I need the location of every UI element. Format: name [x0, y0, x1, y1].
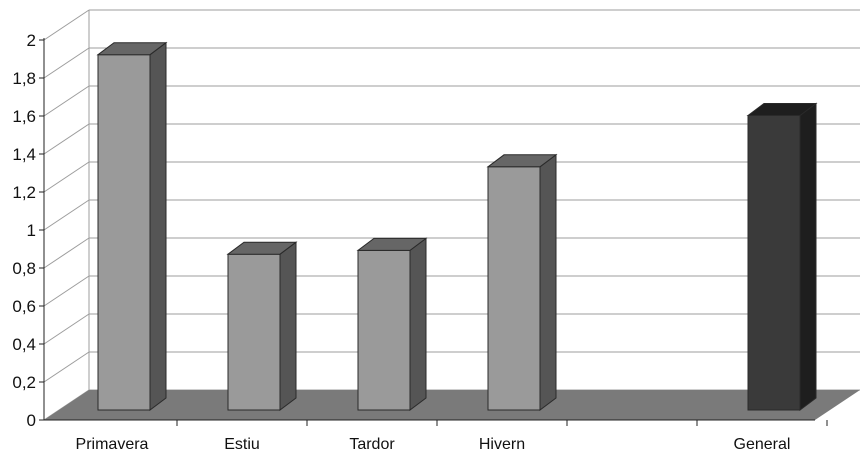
bar-front — [97, 54, 151, 411]
bar — [746, 102, 818, 411]
y-tick-label: 1 — [27, 221, 36, 240]
grid-line-depth — [43, 85, 90, 117]
y-tick-label: 0,4 — [12, 335, 36, 354]
y-axis-ticks: 0 0,2 0,4 0,6 0,8 1 1,2 1,4 1,6 1,8 2 — [12, 31, 44, 430]
grid-line-depth — [43, 161, 90, 193]
bar-front — [357, 249, 411, 411]
bars — [96, 41, 818, 411]
bar-top — [226, 241, 298, 255]
bar-front — [747, 115, 801, 411]
y-tick-label: 1,2 — [12, 183, 36, 202]
y-tick-label: 0,2 — [12, 373, 36, 392]
category-labels: Primavera Estiu Tardor Hivern General — [76, 420, 828, 453]
x-category-label: Tardor — [349, 436, 395, 453]
grid-line-depth — [43, 9, 90, 41]
bar-side — [799, 102, 817, 411]
grid-line-depth — [43, 199, 90, 231]
grid-line-depth — [43, 275, 90, 307]
y-tick-label: 1,6 — [12, 107, 36, 126]
y-tick-label: 0,6 — [12, 297, 36, 316]
bar-top — [96, 42, 168, 56]
bar-side — [539, 153, 557, 411]
y-tick-label: 0 — [27, 411, 36, 430]
bar-top — [356, 237, 428, 251]
y-tick-label: 0,8 — [12, 259, 36, 278]
grid-line-depth — [43, 313, 90, 345]
bar — [96, 41, 168, 411]
grid-line-depth — [43, 351, 90, 383]
y-tick-label: 1,4 — [12, 145, 36, 164]
bar — [226, 241, 298, 411]
bar-side — [149, 41, 167, 411]
x-category-label: Primavera — [76, 436, 149, 453]
y-tick-label: 2 — [27, 31, 36, 50]
x-category-label: Estiu — [224, 436, 260, 453]
bar — [486, 153, 558, 411]
grid-line-depth — [43, 47, 90, 79]
bar-top — [746, 103, 818, 116]
y-tick-label: 1,8 — [12, 69, 36, 88]
bar-front — [227, 253, 281, 411]
bar-front — [487, 166, 541, 411]
grid-lines — [43, 9, 860, 421]
bar — [356, 237, 428, 411]
bar-side — [409, 237, 427, 411]
bar-side — [279, 241, 297, 411]
x-category-label: General — [734, 436, 791, 453]
grid-line-depth — [43, 237, 90, 269]
x-category-label: Hivern — [479, 436, 525, 453]
grid-line-depth — [43, 123, 90, 155]
bar-top — [486, 154, 558, 168]
